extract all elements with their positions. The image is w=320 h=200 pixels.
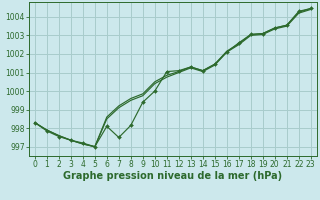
X-axis label: Graphe pression niveau de la mer (hPa): Graphe pression niveau de la mer (hPa) bbox=[63, 171, 282, 181]
